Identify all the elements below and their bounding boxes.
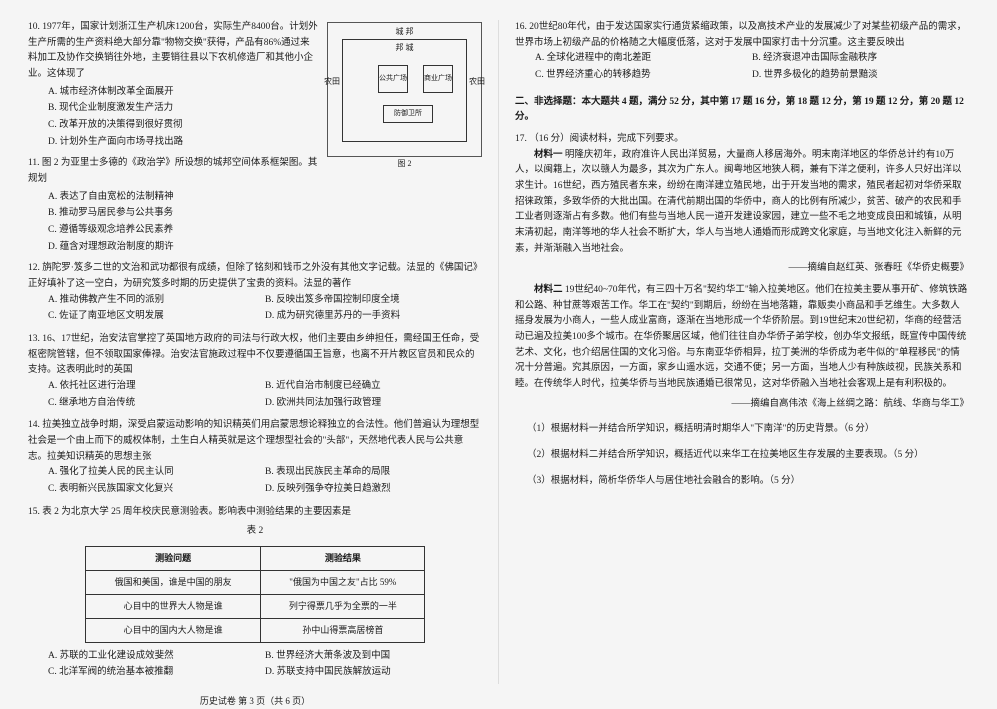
q15-text: 表 2 为北京大学 25 周年校庆民意测验表。影响表中测验结果的主要因素是 (42, 507, 351, 517)
source-2: ——摘编自高伟浓《海上丝绸之路：航线、华商与华工》 (515, 397, 969, 413)
q13-opt-a: A. 依托社区进行治理 (48, 379, 265, 395)
q10-text: 1977年，国家计划浙江生产机床1200台，实际生产8400台。计划外生产所需的… (28, 22, 318, 79)
material-1: 材料一 明隆庆初年，政府准许人民出洋贸易，大量商人移居海外。明末南洋地区的华侨总… (515, 148, 969, 258)
q15-opt-c: C. 北洋军阀的统治基本被推翻 (48, 665, 265, 681)
q13-opt-b: B. 近代自治市制度已经确立 (265, 379, 482, 395)
q17-sub1: （1）根据材料一并结合所学知识，概括明清时期华人"下南洋"的历史背景。（6 分） (515, 422, 969, 438)
q12-opt-a: A. 推动佛教产生不同的派别 (48, 293, 265, 309)
q16-opt-b: B. 经济衰退冲击国际金融秩序 (752, 51, 969, 67)
section-2-title: 二、非选择题：本大题共 4 题，满分 52 分，其中第 17 题 16 分，第 … (515, 95, 969, 126)
diagram-gate-label: 邦 城 (328, 41, 481, 54)
material-2: 材料二 19世纪40~70年代，有三四十万名"契约华工"输入拉美地区。他们在拉美… (515, 283, 969, 393)
q13-opt-c: C. 继承地方自治传统 (48, 396, 265, 412)
q15-num: 15. (28, 507, 40, 517)
r3c1: 心目中的国内大人物是谁 (85, 618, 261, 642)
q13-opt-d: D. 欧洲共同法加强行政管理 (265, 396, 482, 412)
r2c1: 心目中的世界大人物是谁 (85, 594, 261, 618)
q14-text: 拉美独立战争时期，深受启蒙运动影响的知识精英们用启蒙思想论释独立的合法性。他们普… (28, 420, 479, 461)
q11-num: 11. (28, 158, 40, 168)
diagram-caption: 图 2 (328, 157, 481, 170)
q12-opt-c: C. 佐证了南亚地区文明发展 (48, 309, 265, 325)
th-result: 测验结果 (261, 547, 425, 571)
q13-text: 16、17世纪，治安法官掌控了英国地方政府的司法与行政大权，他们主要由乡绅担任，… (28, 334, 479, 375)
diagram-right-field: 农田 (465, 75, 489, 88)
diagram-market-label: 商业广场 (423, 73, 453, 85)
q16-opt-d: D. 世界多极化的趋势前景黯淡 (752, 68, 969, 84)
q14-opt-b: B. 表现出民族民主革命的局限 (265, 465, 482, 481)
page-footer-left: 历史试卷 第 3 页（共 6 页） (28, 694, 482, 709)
th-question: 测验问题 (85, 547, 261, 571)
r1c1: 俄国和美国，谁是中国的朋友 (85, 571, 261, 595)
mat1-label: 材料一 (534, 150, 563, 160)
q13-num: 13. (28, 334, 40, 344)
mat2-label: 材料二 (534, 285, 563, 295)
diagram-top-label: 城 邦 (328, 25, 481, 38)
q16-text: 20世纪80年代，由于发达国家实行通货紧缩政策，以及高技术产业的发展减少了对某些… (515, 22, 966, 48)
question-10: 城 邦 邦 城 公共广场 商业广场 防御卫所 农田 农田 图 2 10. 197… (28, 20, 482, 150)
question-14: 14. 拉美独立战争时期，深受启蒙运动影响的知识精英们用启蒙思想论释独立的合法性… (28, 418, 482, 498)
q14-num: 14. (28, 420, 40, 430)
page-left: 城 邦 邦 城 公共广场 商业广场 防御卫所 农田 农田 图 2 10. 197… (12, 20, 499, 684)
q17-num: 17. (515, 134, 527, 144)
q17-sub2: （2）根据材料二并结合所学知识，概括近代以来华工在拉美地区生存发展的主要表现。（… (515, 448, 969, 464)
q10-num: 10. (28, 22, 40, 32)
q11-opt-c: C. 遵循等级观念培养公民素养 (48, 223, 482, 239)
q11-opt-d: D. 蕴含对理想政治制度的期许 (48, 240, 482, 256)
q17-sub3: （3）根据材料，简析华侨华人与居住地社会融合的影响。（5 分） (515, 474, 969, 490)
question-16: 16. 20世纪80年代，由于发达国家实行通货紧缩政策，以及高技术产业的发展减少… (515, 20, 969, 85)
q12-num: 12. (28, 263, 40, 273)
source-1: ——摘编自赵红英、张春旺《华侨史概要》 (515, 261, 969, 277)
question-15: 15. 表 2 为北京大学 25 周年校庆民意测验表。影响表中测验结果的主要因素… (28, 505, 482, 682)
table-2-title: 表 2 (28, 524, 482, 540)
q11-opt-a: A. 表达了自由宽松的法制精神 (48, 190, 482, 206)
r1c2: "俄国为中国之友"占比 59% (261, 571, 425, 595)
q12-opt-b: B. 反映出笈多帝国控制印度全境 (265, 293, 482, 309)
q14-opt-c: C. 表明新兴民族国家文化复兴 (48, 482, 265, 498)
r3c2: 孙中山得票高居榜首 (261, 618, 425, 642)
q14-opt-a: A. 强化了拉美人民的民主认同 (48, 465, 265, 481)
question-13: 13. 16、17世纪，治安法官掌控了英国地方政府的司法与行政大权，他们主要由乡… (28, 332, 482, 412)
survey-table: 测验问题测验结果 俄国和美国，谁是中国的朋友"俄国为中国之友"占比 59% 心目… (85, 546, 426, 642)
diagram-defense-label: 防御卫所 (383, 108, 433, 120)
r2c2: 列宁得票几乎为全票的一半 (261, 594, 425, 618)
q14-opt-d: D. 反映列强争夺拉美日趋激烈 (265, 482, 482, 498)
q16-num: 16. (515, 22, 527, 32)
question-17: 17. （16 分）阅读材料，完成下列要求。 材料一 明隆庆初年，政府准许人民出… (515, 132, 969, 489)
diagram-left-field: 农田 (320, 75, 344, 88)
q12-text: 旃陀罗·笈多二世的文治和武功都很有成绩，但除了铭刻和钱币之外没有其他文字记载。法… (28, 263, 478, 289)
q11-opt-b: B. 推动罗马居民参与公共事务 (48, 206, 482, 222)
q15-opt-b: B. 世界经济大萧条波及到中国 (265, 649, 482, 665)
q11-text: 图 2 为亚里士多德的《政治学》所设想的城邦空间体系框架图。其规划 (28, 158, 317, 184)
q16-opt-c: C. 世界经济重心的转移趋势 (535, 68, 752, 84)
diagram-center-label: 公共广场 (378, 73, 408, 85)
page-right: 16. 20世纪80年代，由于发达国家实行通货紧缩政策，以及高技术产业的发展减少… (499, 20, 985, 684)
mat2-text: 19世纪40~70年代，有三四十万名"契约华工"输入拉美地区。他们在拉美主要从事… (515, 285, 967, 389)
q15-opt-d: D. 苏联支持中国民族解放运动 (265, 665, 482, 681)
question-12: 12. 旃陀罗·笈多二世的文治和武功都很有成绩，但除了铭刻和钱币之外没有其他文字… (28, 261, 482, 326)
q12-opt-d: D. 成为研究德里苏丹的一手资料 (265, 309, 482, 325)
mat1-text: 明隆庆初年，政府准许人民出洋贸易，大量商人移居海外。明末南洋地区的华侨总计约有1… (515, 150, 962, 254)
q16-opt-a: A. 全球化进程中的南北差距 (535, 51, 752, 67)
city-diagram: 城 邦 邦 城 公共广场 商业广场 防御卫所 农田 农田 图 2 (327, 22, 482, 157)
q15-opt-a: A. 苏联的工业化建设成效斐然 (48, 649, 265, 665)
q17-lead: （16 分）阅读材料，完成下列要求。 (529, 134, 683, 144)
question-11: 11. 图 2 为亚里士多德的《政治学》所设想的城邦空间体系框架图。其规划 A.… (28, 156, 482, 255)
